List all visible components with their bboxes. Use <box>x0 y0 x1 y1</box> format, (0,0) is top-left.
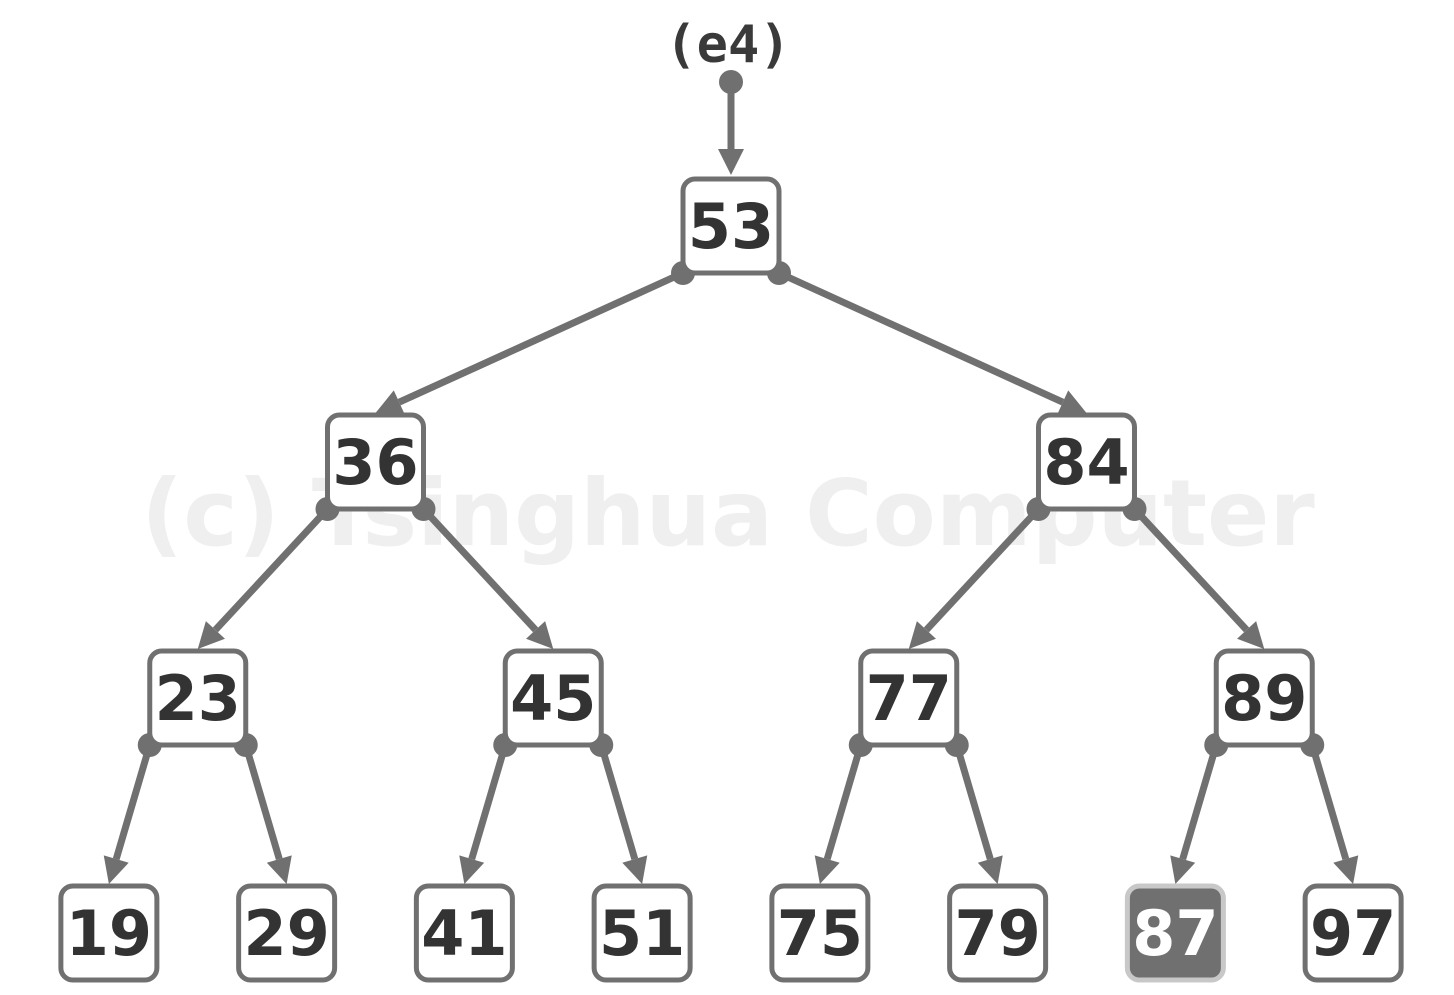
edge-line <box>953 744 994 861</box>
edge-line <box>923 506 1042 633</box>
arrowhead <box>1057 390 1087 415</box>
arrowhead <box>908 621 936 649</box>
edge-23-19 <box>103 733 162 884</box>
tree-node: 79 <box>947 883 1049 983</box>
tree-node-highlighted: 87 <box>1124 883 1226 983</box>
edge-line <box>1308 744 1350 861</box>
node-key: 19 <box>66 897 152 970</box>
arrowhead <box>197 621 225 649</box>
tree-node: 19 <box>58 883 160 983</box>
edge-line <box>1179 744 1220 861</box>
edge-77-75 <box>814 733 873 884</box>
tree-node: 45 <box>502 648 604 748</box>
tree-node: 36 <box>325 412 426 512</box>
edge-origin-dot <box>719 70 743 94</box>
edge-line <box>242 744 283 861</box>
node-box <box>1213 648 1315 748</box>
edge-89-87 <box>1170 733 1229 884</box>
arrowhead <box>526 621 554 649</box>
node-key: 29 <box>243 897 329 970</box>
arrowhead <box>103 855 129 884</box>
edge-53-36 <box>375 261 695 415</box>
tree-node: 29 <box>236 883 338 983</box>
node-key: 45 <box>510 662 596 735</box>
tree-edges <box>103 70 1359 884</box>
node-key: 75 <box>777 897 863 970</box>
tree-node: 97 <box>1302 883 1404 983</box>
node-box <box>147 648 249 748</box>
arrowhead <box>814 855 840 884</box>
node-box <box>947 883 1049 983</box>
entry-label: (e4) <box>665 15 790 75</box>
entry-pointer-edge <box>718 70 744 175</box>
edge-89-97 <box>1300 733 1359 884</box>
edge-line <box>397 269 685 406</box>
node-key: 84 <box>1043 426 1129 499</box>
edge-45-41 <box>459 733 518 884</box>
arrowhead <box>266 855 292 884</box>
node-box <box>1124 883 1226 983</box>
arrowhead <box>1170 855 1196 884</box>
tree-node: 89 <box>1213 648 1315 748</box>
node-key: 97 <box>1310 897 1396 970</box>
edge-line <box>1131 506 1250 633</box>
node-key: 36 <box>332 426 418 499</box>
node-box <box>58 883 160 983</box>
edge-line <box>212 506 331 633</box>
edge-line <box>777 269 1065 406</box>
edge-line <box>468 744 509 861</box>
tree-node: 84 <box>1036 412 1137 512</box>
node-box <box>680 176 782 276</box>
node-key: 23 <box>155 662 241 735</box>
tree-node: 41 <box>413 883 515 983</box>
node-box <box>769 883 871 983</box>
arrowhead <box>622 855 648 884</box>
edge-line <box>112 744 154 861</box>
tree-node: 51 <box>591 883 693 983</box>
arrowhead <box>977 855 1003 884</box>
edge-53-84 <box>767 261 1087 415</box>
node-key: 87 <box>1132 897 1218 970</box>
node-key: 79 <box>954 897 1040 970</box>
node-box <box>1302 883 1404 983</box>
tree-node: 23 <box>147 648 249 748</box>
tree-node: 53 <box>680 176 782 276</box>
tree-node: 75 <box>769 883 871 983</box>
node-box <box>325 412 426 512</box>
node-box <box>502 648 604 748</box>
arrowhead <box>1237 621 1265 649</box>
node-key: 77 <box>866 662 952 735</box>
node-box <box>1036 412 1137 512</box>
node-box <box>236 883 338 983</box>
arrowhead <box>1333 855 1359 884</box>
edge-line <box>420 506 539 633</box>
node-key: 89 <box>1221 662 1307 735</box>
tree-node: 77 <box>858 648 960 748</box>
node-box <box>858 648 960 748</box>
node-key: 41 <box>421 897 507 970</box>
edge-line <box>823 744 865 861</box>
arrowhead <box>375 390 405 415</box>
edge-45-51 <box>589 733 648 884</box>
node-box <box>413 883 515 983</box>
node-key: 53 <box>688 190 774 263</box>
tree-nodes: 53 36 84 23 45 77 89 19 29 41 51 75 79 87 97 <box>58 176 1404 983</box>
node-key: 51 <box>599 897 685 970</box>
arrowhead <box>718 149 744 175</box>
node-box <box>591 883 693 983</box>
edge-line <box>597 744 639 861</box>
edge-23-29 <box>233 733 292 884</box>
arrowhead <box>459 855 485 884</box>
edge-77-79 <box>944 733 1003 884</box>
